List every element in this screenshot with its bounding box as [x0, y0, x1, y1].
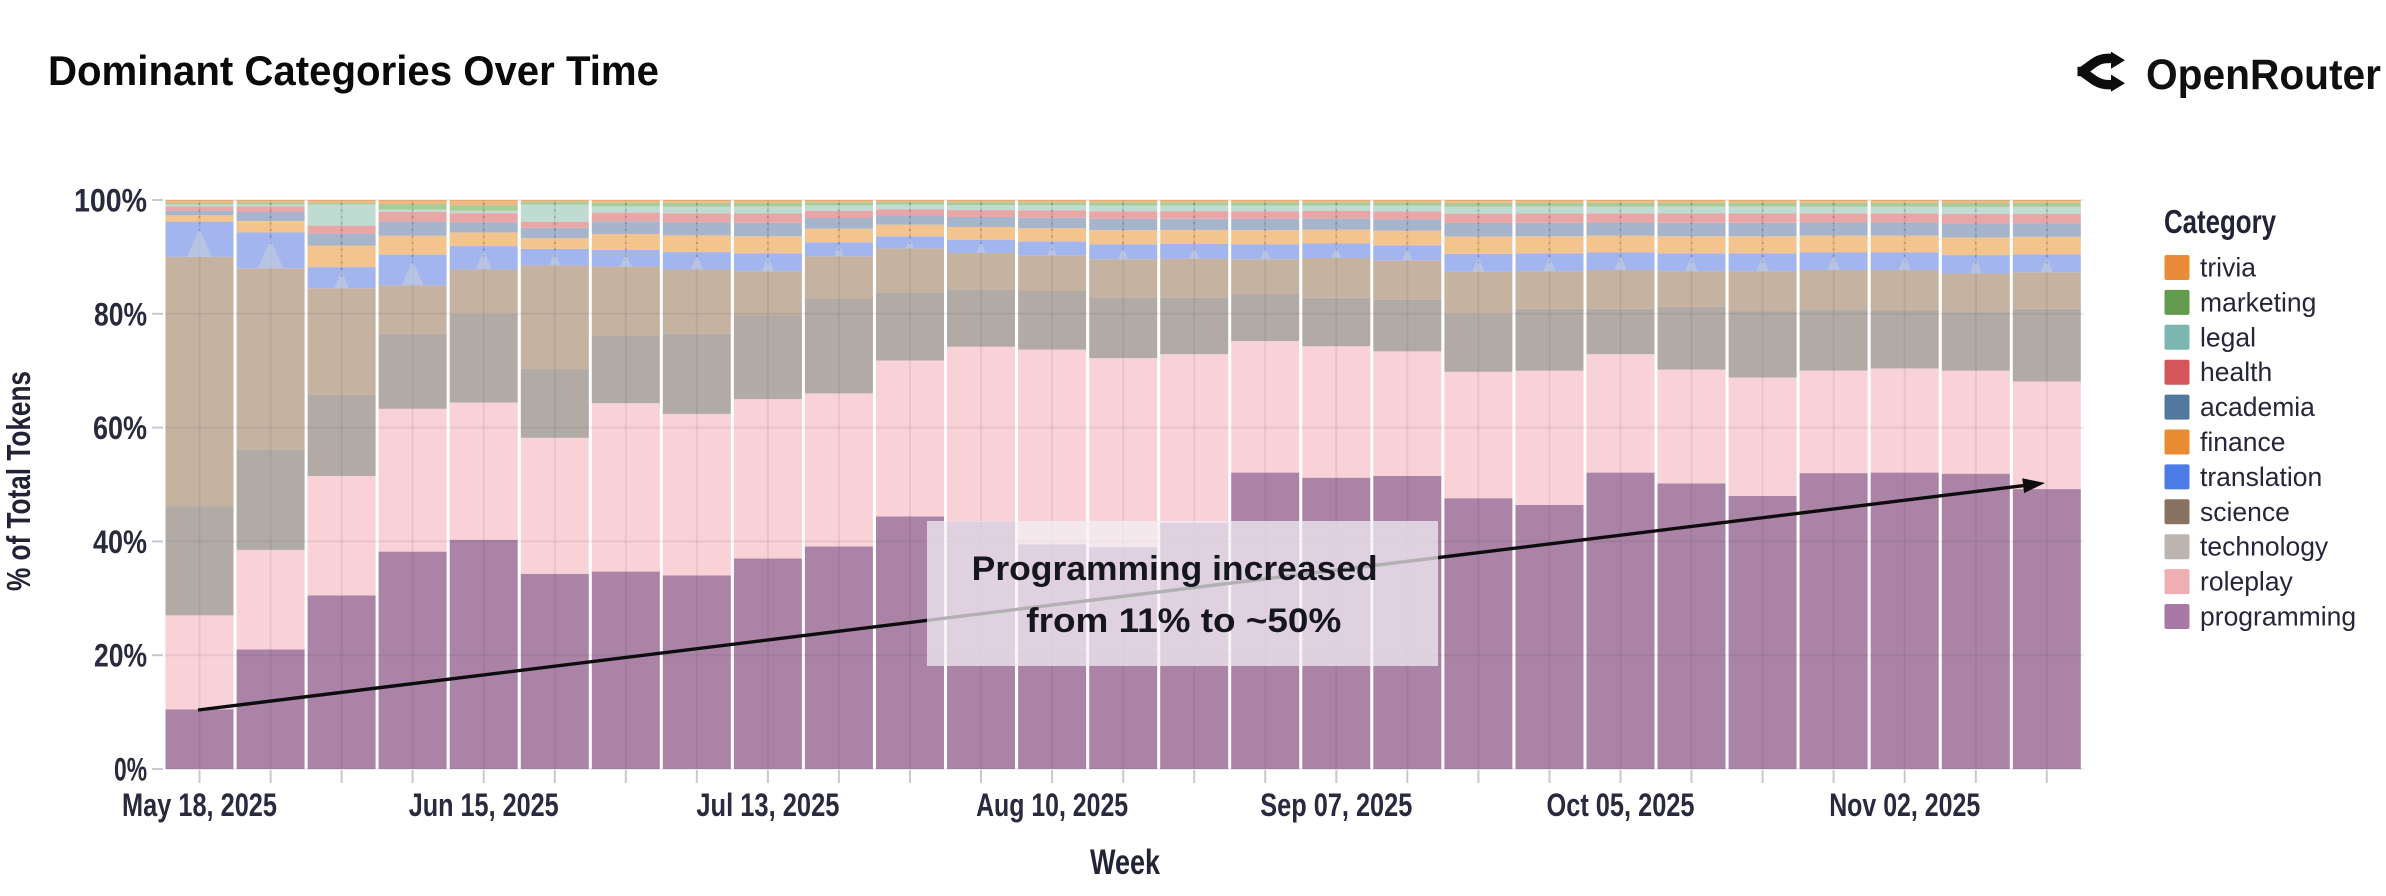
- svg-text:technology: technology: [2200, 532, 2329, 562]
- svg-text:OpenRouter: OpenRouter: [2146, 52, 2381, 99]
- svg-text:Oct 05, 2025: Oct 05, 2025: [1547, 787, 1695, 823]
- svg-text:Programming increased: Programming increased: [972, 550, 1378, 588]
- svg-text:Jun 15, 2025: Jun 15, 2025: [409, 787, 559, 823]
- svg-text:roleplay: roleplay: [2200, 567, 2294, 597]
- svg-text:Week: Week: [1090, 843, 1160, 882]
- svg-text:80%: 80%: [94, 296, 147, 332]
- svg-text:health: health: [2200, 357, 2272, 387]
- svg-text:programming: programming: [2200, 602, 2356, 632]
- svg-text:100%: 100%: [74, 183, 147, 219]
- svg-text:60%: 60%: [93, 410, 147, 446]
- svg-text:Jul 13, 2025: Jul 13, 2025: [696, 787, 839, 823]
- svg-text:trivia: trivia: [2200, 253, 2256, 283]
- svg-text:marketing: marketing: [2200, 287, 2316, 317]
- svg-text:% of Total Tokens: % of Total Tokens: [0, 371, 37, 591]
- svg-text:Aug 10, 2025: Aug 10, 2025: [976, 787, 1128, 823]
- svg-text:20%: 20%: [94, 638, 147, 674]
- svg-text:science: science: [2200, 497, 2290, 527]
- svg-text:academia: academia: [2200, 392, 2315, 422]
- svg-text:Dominant Categories Over Time: Dominant Categories Over Time: [48, 47, 659, 94]
- svg-text:legal: legal: [2200, 322, 2256, 352]
- svg-text:40%: 40%: [93, 524, 147, 560]
- svg-text:finance: finance: [2200, 427, 2285, 457]
- svg-text:Sep 07, 2025: Sep 07, 2025: [1260, 787, 1412, 823]
- svg-text:Category: Category: [2164, 203, 2276, 240]
- svg-text:Nov 02, 2025: Nov 02, 2025: [1829, 787, 1980, 823]
- svg-text:from 11% to ~50%: from 11% to ~50%: [1026, 602, 1341, 640]
- svg-text:0%: 0%: [114, 752, 147, 788]
- svg-text:translation: translation: [2200, 462, 2322, 492]
- svg-text:May 18, 2025: May 18, 2025: [122, 787, 277, 823]
